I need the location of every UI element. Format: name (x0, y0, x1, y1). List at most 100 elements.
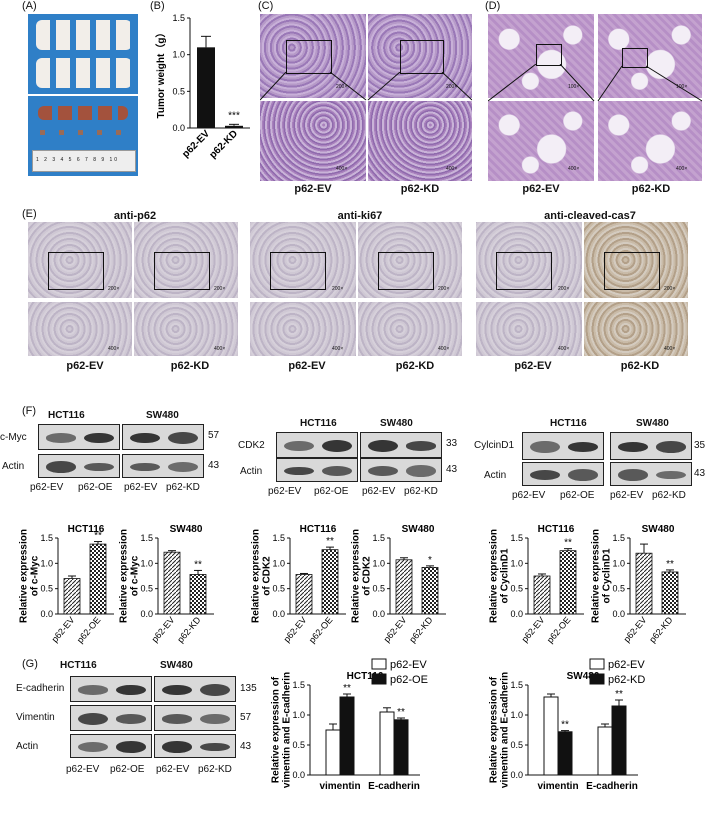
mw-label: 57 (208, 430, 220, 441)
protein-band (116, 714, 147, 724)
scale-label: 100× (568, 84, 580, 90)
significance: ** (343, 683, 351, 694)
y-tick-label: 0.5 (510, 740, 523, 750)
ihc-image-200x (476, 222, 582, 298)
legend-label: p62-EV (390, 659, 427, 671)
lane-label: p62-OE (314, 486, 349, 497)
ruler: 1 2 3 4 5 6 7 8 9 10 (32, 150, 136, 172)
ihc-title-ki67: anti-ki67 (337, 210, 383, 222)
bar (325, 729, 341, 776)
scale-label: 400× (108, 346, 120, 352)
blot-row-label: c-Myc (0, 432, 27, 443)
lung-kd-100x (598, 14, 702, 98)
lane-label: p62-EV (124, 482, 158, 493)
legend-label: p62-KD (608, 674, 645, 686)
chart-title: SW480 (567, 671, 600, 682)
zoom-box (496, 252, 552, 290)
chart-title: HCT116 (300, 524, 337, 535)
mw-label: 57 (240, 712, 252, 723)
bar (189, 574, 207, 615)
blot-header: SW480 (636, 418, 669, 429)
blot-strip (38, 424, 120, 450)
y-axis-label: Tumor weight（g） (154, 28, 167, 119)
x-tick-label: p62-EV (150, 615, 177, 644)
zoom-box (286, 40, 332, 74)
lane-label: p62-OE (560, 490, 595, 501)
x-tick-label: p62-KD (208, 128, 241, 161)
y-tick-label: 0.0 (292, 770, 305, 780)
zoom-box (622, 48, 648, 68)
y-tick-label: 1.5 (292, 680, 305, 690)
x-tick-label: p62-EV (50, 615, 77, 644)
he-kd-400x (368, 101, 472, 181)
blot-strip (276, 432, 358, 458)
lane-label: p62-EV (512, 490, 546, 501)
y-tick-label: 0.5 (510, 584, 523, 594)
protein-band (168, 462, 199, 472)
blot-header: SW480 (380, 418, 413, 429)
bar (611, 705, 627, 776)
y-tick-label: 1.5 (272, 533, 285, 543)
blot-header: SW480 (146, 410, 179, 421)
protein-band (45, 461, 76, 473)
ihc-image-200x (358, 222, 462, 298)
y-tick-label: 1.0 (510, 558, 523, 568)
panel-label-e: (E) (22, 208, 37, 220)
group-label: p62-EV (514, 360, 552, 372)
y-tick-label: 0.0 (140, 609, 153, 619)
group-label: p62-EV (294, 183, 332, 195)
y-axis-label: Relative expression ofvimentin and E-cad… (489, 672, 511, 788)
protein-band (283, 466, 314, 476)
scale-label: 400× (214, 346, 226, 352)
panel-label-b: (B) (150, 0, 165, 12)
y-tick-label: 1.5 (510, 680, 523, 690)
protein-band (200, 683, 231, 697)
panel-label-f: (F) (22, 405, 37, 417)
mw-label: 43 (208, 460, 220, 471)
legend-label: p62-OE (390, 674, 428, 686)
mw-label: 43 (446, 464, 458, 475)
chart-title: HCT116 (347, 671, 384, 682)
blot-row-label: CDK2 (238, 440, 265, 451)
y-tick-label: 0.5 (372, 584, 385, 594)
blot-row-label: Actin (16, 741, 39, 752)
bar (197, 47, 215, 129)
protein-band (45, 433, 76, 443)
scale-label: 200× (332, 286, 344, 292)
zoom-box (270, 252, 326, 290)
significance: ** (564, 538, 572, 549)
bar (89, 543, 107, 615)
bar (635, 552, 653, 615)
y-tick-label: 1.5 (40, 533, 53, 543)
x-tick-label: p62-EV (622, 615, 649, 644)
zoom-lines (488, 64, 702, 102)
blot-header: HCT116 (60, 660, 97, 671)
mw-label: 33 (446, 438, 458, 449)
lane-label: p62-OE (78, 482, 113, 493)
blot-strip (610, 462, 692, 486)
lane-label: p62-KD (404, 486, 438, 497)
protein-band (200, 713, 231, 725)
blot-strip (38, 454, 120, 478)
significance: ** (615, 689, 623, 700)
scale-label: 400× (558, 346, 570, 352)
group-label: p62-EV (288, 360, 326, 372)
scale-label: 400× (446, 166, 458, 172)
x-tick-label: E-cadherin (368, 781, 420, 792)
y-tick-label: 1.0 (172, 50, 185, 60)
scale-label: 400× (332, 346, 344, 352)
x-tick-label: p62-EV (382, 615, 409, 644)
blot-strip (360, 432, 442, 458)
ihc-image-200x (250, 222, 356, 298)
photo-divider (28, 94, 138, 96)
significance: ** (666, 559, 674, 570)
lung-kd-400x (598, 101, 702, 181)
protein-band (656, 470, 687, 480)
scale-label: 200× (438, 286, 450, 292)
blot-strip (276, 458, 358, 482)
y-tick-label: 1.0 (612, 558, 625, 568)
significance: ** (326, 536, 334, 547)
group-label: p62-EV (522, 183, 560, 195)
bar (339, 696, 355, 776)
legend-swatch (371, 673, 387, 685)
